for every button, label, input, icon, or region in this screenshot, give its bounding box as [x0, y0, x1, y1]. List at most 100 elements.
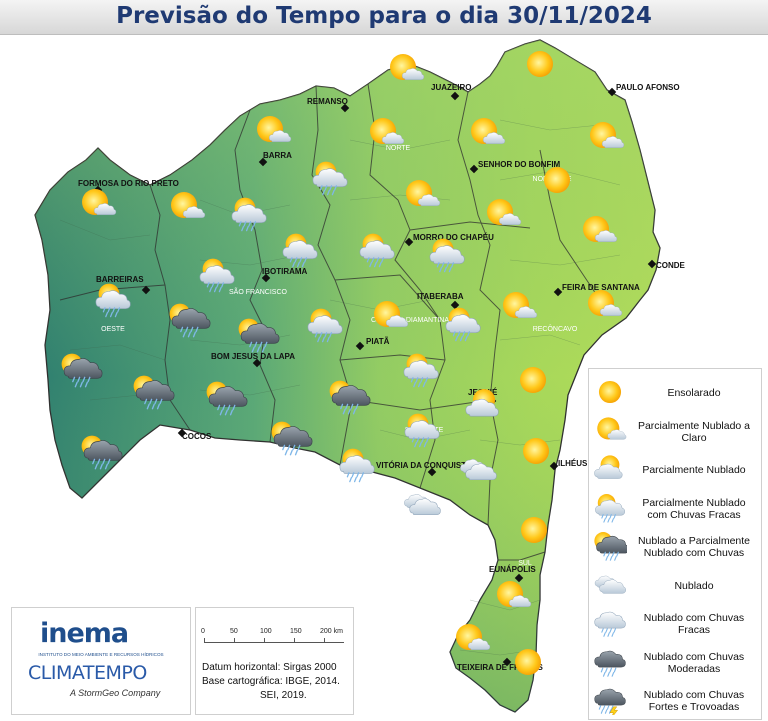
city-label: FORMOSA DO RIO PRETO: [78, 179, 179, 188]
map-title: Previsão do Tempo para o dia 30/11/2024: [116, 3, 652, 29]
partly-cloudy-clear-icon: [593, 416, 627, 446]
legend-label: Parcialmente Nublado: [642, 464, 746, 476]
city-marker: [258, 157, 268, 167]
legend-label: Ensolarado: [667, 387, 721, 399]
scale-mark: [204, 638, 205, 643]
city-label: BARREIRAS: [96, 275, 144, 284]
inema-logo: inema: [40, 618, 129, 649]
climatempo-logo: CLIMATEMPO: [28, 662, 147, 684]
legend-label: Nublado: [674, 579, 714, 592]
region-label: NORTE: [386, 145, 411, 152]
city-label: EUNÁPOLIS: [489, 565, 536, 574]
logo-box: inema INSTITUTO DO MEIO AMBIENTE E RECUR…: [11, 607, 191, 715]
region-label: OESTE: [101, 326, 125, 333]
city-marker: [647, 259, 657, 269]
city-label: CONDE: [656, 261, 686, 270]
legend-item: Nublado: [589, 566, 761, 605]
scale-bar: [204, 642, 344, 643]
city-marker: [450, 300, 460, 310]
legend-item: Parcialmente Nublado com Chuvas Fracas: [589, 489, 761, 528]
region-label: SUL: [518, 560, 532, 567]
credit-sei: SEI, 2019.: [260, 690, 307, 701]
legend-item: Ensolarado: [589, 373, 761, 412]
scale-mark: [294, 638, 295, 643]
cloudy-icon: [593, 570, 627, 600]
cloudy-icon: [404, 494, 440, 515]
city-marker: [549, 461, 559, 471]
sunny-icon: [515, 649, 541, 675]
legend-label: Parcialmente Nublado com Chuvas Fracas: [642, 496, 746, 521]
legend-item: Nublado com Chuvas Fracas: [589, 604, 761, 643]
sunny-icon: [520, 367, 546, 393]
partly-cloudy-light-rain-icon: [593, 493, 627, 523]
title-bar: Previsão do Tempo para o dia 30/11/2024: [0, 0, 768, 35]
city-label: ILHÉUS: [558, 459, 588, 468]
city-marker: [514, 573, 524, 583]
city-markers: REMANSO JUAZEIRO PAULO AFONSO BARRA SENHOR D…: [78, 83, 686, 672]
sunny-icon: [523, 438, 549, 464]
legend: Ensolarado Parcialmente Nublado a Claro Pa…: [588, 368, 762, 720]
legend-item: Nublado com Chuvas Moderadas: [589, 643, 761, 682]
sunny-icon: [593, 377, 627, 407]
city-label: PIATÃ: [366, 337, 390, 346]
scale-tick: 150: [290, 628, 302, 635]
legend-label: Nublado com Chuvas Fortes e Trovoadas: [643, 689, 745, 713]
legend-item: Parcialmente Nublado a Claro: [589, 412, 761, 451]
city-marker: [252, 358, 262, 368]
scale-mark: [264, 638, 265, 643]
city-marker: [404, 237, 414, 247]
city-label: SENHOR DO BONFIM: [478, 160, 561, 169]
legend-label: Nublado a Parcialmente Nublado com Chuva…: [637, 535, 751, 559]
city-marker: [427, 467, 437, 477]
city-marker: [141, 285, 151, 295]
city-marker: [355, 341, 365, 351]
city-label: VITÓRIA DA CONQUISTA: [376, 461, 471, 470]
sunny-icon: [527, 51, 553, 77]
cloudy-light-rain-icon: [593, 608, 627, 638]
region-label: CHAPADA DIAMANTINA: [371, 317, 449, 324]
legend-item: Nublado a Parcialmente Nublado com Chuva…: [589, 527, 761, 566]
cloudy-moderate-rain-icon: [593, 647, 627, 677]
sunny-icon: [544, 167, 570, 193]
city-marker: [502, 657, 512, 667]
scale-mark: [234, 638, 235, 643]
region-label: SÃO FRANCISCO: [229, 287, 288, 296]
region-label: RECÔNCAVO: [533, 324, 578, 333]
cloudy-storm-icon: [593, 685, 627, 715]
stormgeo-tagline: A StormGeo Company: [70, 688, 161, 698]
city-marker: [553, 287, 563, 297]
partly-cloudy-icon: [593, 454, 627, 484]
city-label: BARRA: [263, 151, 292, 160]
cloudy-partly-rain-icon: [593, 531, 627, 561]
city-marker: [450, 91, 460, 101]
sunny-icon: [521, 517, 547, 543]
legend-label: Nublado com Chuvas Fracas: [643, 612, 745, 636]
city-label: PAULO AFONSO: [616, 83, 680, 92]
scale-tick: 50: [230, 628, 238, 635]
scale-box: 0 50 100 150 200 km Datum horizontal: Si…: [195, 607, 354, 715]
inema-tagline: INSTITUTO DO MEIO AMBIENTE E RECURSOS HÍ…: [38, 652, 164, 657]
scale-tick: 100: [260, 628, 272, 635]
city-marker: [340, 103, 350, 113]
city-label: TEIXEIRA DE FREITAS: [457, 663, 543, 672]
scale-mark: [324, 638, 325, 643]
city-label: BOM JESUS DA LAPA: [211, 352, 295, 361]
city-label: JUAZEIRO: [431, 83, 471, 92]
city-label: IBOTIRAMA: [262, 267, 308, 276]
city-label: MORRO DO CHAPÉU: [413, 233, 494, 242]
legend-label: Nublado com Chuvas Moderadas: [643, 650, 745, 675]
credit-datum: Datum horizontal: Sirgas 2000: [202, 662, 337, 673]
credit-base: Base cartográfica: IBGE, 2014.: [202, 676, 340, 687]
city-label: REMANSO: [307, 97, 348, 106]
city-marker: [261, 273, 271, 283]
legend-label: Parcialmente Nublado a Claro: [637, 419, 751, 444]
city-label: COCOS: [182, 432, 212, 441]
scale-tick: 200 km: [320, 628, 343, 635]
legend-item: Parcialmente Nublado: [589, 450, 761, 489]
city-label: FEIRA DE SANTANA: [562, 283, 640, 292]
city-marker: [469, 164, 479, 174]
city-label: ITABERABA: [417, 292, 464, 301]
legend-item: Nublado com Chuvas Fortes e Trovoadas: [589, 681, 761, 720]
scale-tick: 0: [201, 628, 205, 635]
